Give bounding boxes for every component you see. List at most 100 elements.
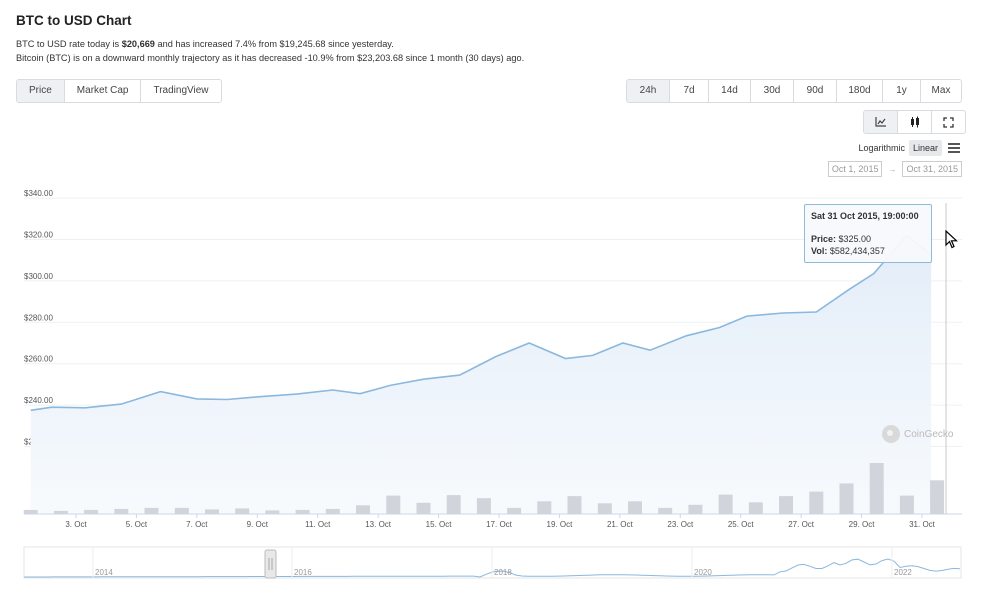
watermark-text: CoinGecko xyxy=(904,428,954,440)
x-tick-label: 5. Oct xyxy=(126,520,148,529)
volume-bars xyxy=(23,463,945,515)
navigator-label: 2018 xyxy=(494,568,512,577)
volume-bar xyxy=(235,508,250,514)
y-tick-label: $300.00 xyxy=(24,272,53,281)
price-line xyxy=(30,234,932,412)
hamburger-menu-icon[interactable] xyxy=(948,143,960,153)
rate-summary: BTC to USD rate today is $20,669 and has… xyxy=(16,39,394,49)
volume-bar xyxy=(174,507,189,514)
volume-bar xyxy=(688,504,703,514)
navigator-label: 2016 xyxy=(294,568,312,577)
volume-bar xyxy=(507,507,522,514)
volume-bar xyxy=(84,509,99,514)
volume-bar xyxy=(779,496,793,514)
line-chart-icon xyxy=(874,117,886,127)
navigator-label: 2014 xyxy=(95,568,113,577)
volume-bar xyxy=(476,498,491,514)
range-30d[interactable]: 30d xyxy=(751,80,794,102)
volume-bar xyxy=(809,491,824,514)
mouse-cursor-icon xyxy=(945,230,958,249)
x-tick-label: 7. Oct xyxy=(186,520,208,529)
scale-logarithmic[interactable]: Logarithmic xyxy=(858,143,905,153)
price-chart[interactable]: $220.00$240.00$260.00$280.00$300.00$320.… xyxy=(0,185,984,591)
volume-bar xyxy=(597,503,612,514)
volume-bar xyxy=(658,507,673,514)
tab-market-cap[interactable]: Market Cap xyxy=(64,80,142,102)
coingecko-logo-icon xyxy=(882,425,900,443)
navigator-handle[interactable] xyxy=(264,549,277,579)
tooltip-volume: Vol: $582,434,357 xyxy=(811,246,885,256)
date-to-input[interactable]: Oct 31, 2015 xyxy=(902,161,962,177)
range-max[interactable]: Max xyxy=(931,85,951,96)
candlestick-button[interactable] xyxy=(898,111,932,133)
scale-toggle: Logarithmic Linear xyxy=(854,140,960,156)
x-tick-label: 13. Oct xyxy=(365,520,392,529)
fullscreen-button[interactable] xyxy=(932,111,965,133)
range-7d[interactable]: 7d xyxy=(670,80,709,102)
volume-bar xyxy=(748,502,763,514)
price-area xyxy=(30,235,932,514)
y-tick-label: $260.00 xyxy=(24,355,53,364)
volume-bar xyxy=(930,480,945,514)
x-tick-label: 9. Oct xyxy=(247,520,269,529)
range-24h[interactable]: 24h xyxy=(627,80,670,102)
navigator-labels: 2014 2016 2018 2020 2022 xyxy=(92,547,912,578)
price-tooltip: Sat 31 Oct 2015, 19:00:00 Price: $325.00… xyxy=(804,204,932,263)
x-tick-label: 3. Oct xyxy=(65,520,87,529)
tooltip-price: Price: $325.00 xyxy=(811,234,872,244)
navigator-label: 2020 xyxy=(694,568,712,577)
x-tick-label: 27. Oct xyxy=(788,520,815,529)
line-chart-button[interactable] xyxy=(864,111,898,133)
date-from-input[interactable]: Oct 1, 2015 xyxy=(827,161,883,177)
volume-bar xyxy=(416,502,431,514)
volume-bar xyxy=(386,495,401,514)
volume-bar xyxy=(356,505,370,514)
volume-bar xyxy=(839,483,854,514)
chart-title: BTC to USD Chart xyxy=(16,13,132,28)
y-tick-label: $340.00 xyxy=(24,189,53,198)
coingecko-watermark: CoinGecko xyxy=(882,425,953,443)
x-tick-label: 23. Oct xyxy=(667,520,694,529)
volume-bar xyxy=(567,496,582,514)
range-1y[interactable]: 1y xyxy=(883,80,921,102)
range-180d[interactable]: 180d xyxy=(837,80,883,102)
x-tick-label: 25. Oct xyxy=(728,520,755,529)
scale-linear[interactable]: Linear xyxy=(908,140,942,156)
y-tick-label: $240.00 xyxy=(24,396,53,405)
monthly-summary: Bitcoin (BTC) is on a downward monthly t… xyxy=(16,53,525,63)
x-tick-label: 15. Oct xyxy=(426,520,453,529)
range-14d[interactable]: 14d xyxy=(709,80,751,102)
tab-tradingview[interactable]: TradingView xyxy=(141,80,221,102)
time-range-selector: 24h 7d 14d 30d 90d 180d 1y Max xyxy=(626,79,962,103)
navigator-label: 2022 xyxy=(894,568,912,577)
candlestick-icon xyxy=(910,116,919,128)
volume-bar xyxy=(899,495,914,514)
arrow-right-icon: → xyxy=(888,164,897,174)
x-tick-label: 29. Oct xyxy=(849,520,876,529)
volume-bar xyxy=(446,495,461,514)
volume-bar xyxy=(53,510,68,514)
range-90d[interactable]: 90d xyxy=(794,80,837,102)
x-tick-label: 17. Oct xyxy=(486,520,513,529)
x-tick-label: 19. Oct xyxy=(547,520,574,529)
volume-bar xyxy=(205,509,219,514)
tooltip-title: Sat 31 Oct 2015, 19:00:00 xyxy=(811,211,919,221)
volume-bar xyxy=(628,501,642,515)
navigator: 2014 2016 2018 2020 2022 xyxy=(23,546,962,579)
fullscreen-icon xyxy=(943,116,954,128)
volume-bar xyxy=(325,508,340,514)
volume-bar xyxy=(265,510,280,514)
volume-bar xyxy=(114,508,129,514)
volume-bar xyxy=(295,509,310,514)
y-tick-label: $320.00 xyxy=(24,231,53,240)
x-tick-label: 11. Oct xyxy=(305,520,331,529)
tab-price[interactable]: Price xyxy=(17,80,65,102)
chart-type-tabs: Price Market Cap TradingView xyxy=(16,79,222,103)
volume-bar xyxy=(718,494,733,514)
current-rate: $20,669 xyxy=(121,39,155,49)
volume-bar xyxy=(869,463,884,514)
date-range: Oct 1, 2015 → Oct 31, 2015 xyxy=(827,161,962,177)
x-tick-label: 31. Oct xyxy=(909,520,936,529)
x-axis-labels: 3. Oct 5. Oct 7. Oct 9. Oct 11. Oct 13. Oct 15… xyxy=(65,514,936,529)
volume-bar xyxy=(23,509,38,514)
